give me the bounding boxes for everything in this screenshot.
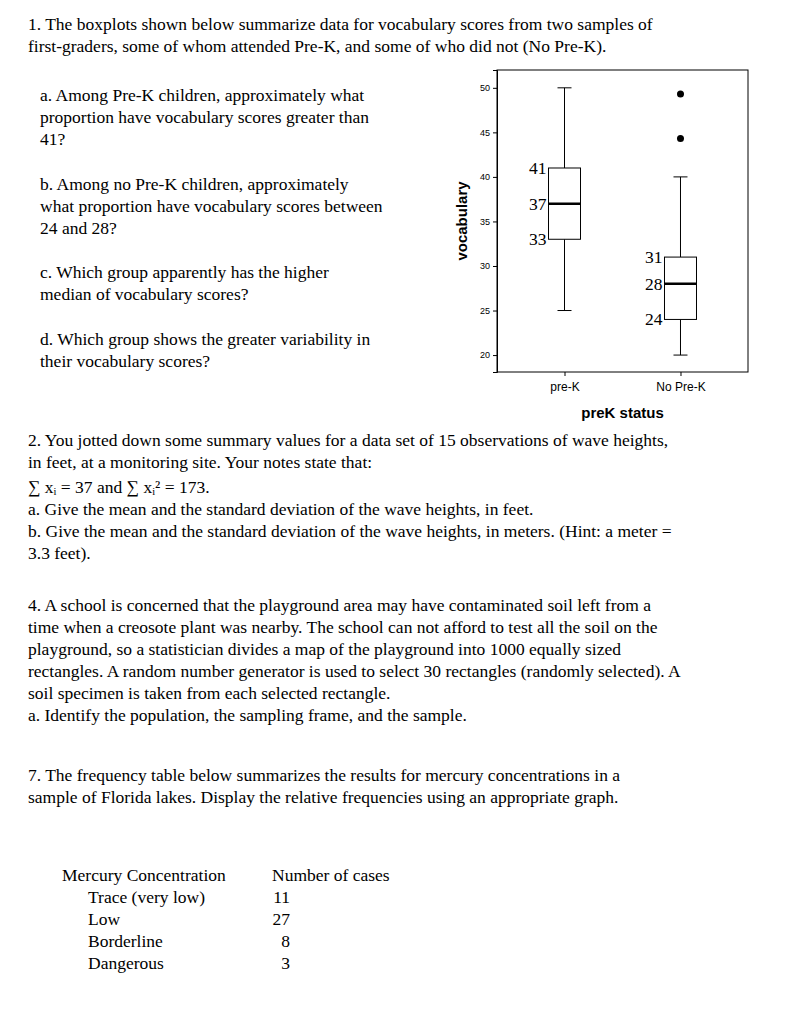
table-cell: Trace (very low) bbox=[88, 887, 205, 907]
y-tick-mark bbox=[493, 132, 497, 133]
table-header: Mercury Concentration bbox=[62, 865, 226, 885]
y-tick: 40 bbox=[480, 172, 497, 182]
text-line: sample of Florida lakes. Display the rel… bbox=[28, 787, 618, 807]
whisker-upper-cap bbox=[558, 87, 572, 88]
data-label: 33 bbox=[529, 229, 547, 249]
text-line: first-graders, some of whom attended Pre… bbox=[28, 36, 606, 56]
y-tick: 25 bbox=[480, 306, 497, 316]
text-line: 24 and 28? bbox=[40, 218, 117, 238]
data-label: 28 bbox=[645, 274, 663, 294]
box-group bbox=[549, 88, 581, 311]
text-line: c. Which group apparently has the higher bbox=[40, 262, 329, 282]
boxes bbox=[549, 88, 697, 355]
x-tick-label: pre-K bbox=[550, 380, 579, 394]
text-line: b. Give the mean and the standard deviat… bbox=[28, 521, 672, 541]
data-label: 24 bbox=[645, 309, 663, 329]
text-line: playground, so a statistician divides a … bbox=[28, 639, 621, 659]
whisker-lower bbox=[680, 319, 681, 355]
y-tick-mark bbox=[493, 177, 497, 178]
text-line: their vocabulary scores? bbox=[40, 351, 210, 371]
text-line: 3.3 feet). bbox=[28, 543, 91, 563]
table-cell: 8 bbox=[281, 931, 290, 951]
table-cell: Dangerous bbox=[88, 953, 164, 973]
document-text: 1. The boxplots shown below summarize da… bbox=[28, 14, 681, 807]
whisker-upper-cap bbox=[673, 176, 687, 177]
text-line: 7. The frequency table below summarizes … bbox=[28, 765, 620, 785]
y-tick-label: 20 bbox=[480, 350, 490, 360]
text-line: rectangles. A random number generator is… bbox=[28, 661, 681, 681]
text-line: in feet, at a monitoring site. Your note… bbox=[28, 452, 372, 472]
text-line: time when a creosote plant was nearby. T… bbox=[28, 617, 658, 637]
text-line: proportion have vocabulary scores greate… bbox=[40, 107, 369, 127]
text-line: a. Among Pre-K children, approximately w… bbox=[40, 85, 364, 105]
table-cell: Borderline bbox=[88, 931, 163, 951]
text-line: 41? bbox=[40, 129, 66, 149]
x-tick-label: No Pre-K bbox=[656, 380, 705, 394]
outlier bbox=[677, 135, 684, 142]
x-axis: pre-K No Pre-K bbox=[550, 372, 705, 394]
y-tick-label: 25 bbox=[480, 306, 490, 316]
whisker-lower-cap bbox=[558, 310, 572, 311]
x-tick: No Pre-K bbox=[656, 372, 705, 394]
text-line: what proportion have vocabulary scores b… bbox=[40, 196, 383, 216]
y-tick-mark bbox=[493, 355, 497, 356]
x-tick-mark bbox=[680, 372, 681, 376]
median bbox=[549, 202, 581, 205]
y-tick-mark bbox=[493, 88, 497, 89]
text-line: b. Among no Pre-K children, approximatel… bbox=[40, 174, 349, 194]
y-axis-title: vocabulary bbox=[453, 181, 470, 261]
y-axis: 20 25 30 35 40 45 50 bbox=[480, 71, 498, 373]
y-tick-label: 30 bbox=[480, 261, 490, 271]
data-labels: 41 37 33 31 28 24 bbox=[529, 158, 663, 329]
text-line: 2. You jotted down some summary values f… bbox=[28, 430, 668, 450]
y-tick-label: 45 bbox=[480, 128, 490, 138]
whisker-lower bbox=[564, 239, 565, 310]
table-cell: 3 bbox=[281, 953, 290, 973]
whisker-upper bbox=[680, 177, 681, 257]
y-tick: 50 bbox=[480, 83, 497, 93]
whisker-lower-cap bbox=[673, 355, 687, 356]
x-tick: pre-K bbox=[550, 372, 579, 394]
outlier bbox=[677, 91, 684, 98]
text-line: 1. The boxplots shown below summarize da… bbox=[28, 14, 653, 34]
y-axis-line bbox=[493, 71, 498, 373]
text-line: 4. A school is concerned that the playgr… bbox=[28, 595, 651, 615]
y-tick-mark bbox=[493, 266, 497, 267]
box bbox=[664, 257, 696, 319]
text-line: d. Which group shows the greater variabi… bbox=[40, 329, 370, 349]
whisker-upper bbox=[564, 88, 565, 168]
text-line: soil specimen is taken from each selecte… bbox=[28, 683, 390, 703]
data-label: 41 bbox=[529, 158, 547, 178]
table-cell: 27 bbox=[273, 909, 291, 929]
text-line: ∑ xᵢ = 37 and ∑ xᵢ² = 173. bbox=[28, 477, 210, 497]
y-tick: 30 bbox=[480, 261, 497, 271]
data-label: 31 bbox=[645, 247, 663, 267]
median bbox=[664, 283, 696, 286]
y-tick: 45 bbox=[480, 128, 497, 138]
text-line: median of vocabulary scores? bbox=[40, 284, 249, 304]
x-tick-mark bbox=[565, 372, 566, 376]
data-label: 37 bbox=[529, 194, 547, 214]
y-tick: 20 bbox=[480, 350, 497, 360]
table-header: Number of cases bbox=[272, 865, 390, 885]
y-tick-label: 50 bbox=[480, 83, 490, 93]
y-tick-mark bbox=[493, 221, 497, 222]
y-tick-label: 40 bbox=[480, 172, 490, 182]
table-cell: Low bbox=[88, 909, 120, 929]
text-line: a. Identify the population, the sampling… bbox=[28, 705, 467, 725]
box bbox=[549, 168, 581, 239]
frequency-table: Mercury Concentration Number of cases Trac… bbox=[62, 865, 390, 973]
text-line: a. Give the mean and the standard deviat… bbox=[28, 499, 533, 519]
x-axis-title: preK status bbox=[581, 404, 664, 421]
y-tick-label: 35 bbox=[480, 217, 490, 227]
y-tick-mark bbox=[493, 311, 497, 312]
chart: 20 25 30 35 40 45 50 pre-K No Pre-K preK status vo… bbox=[453, 70, 748, 421]
table-cell: 11 bbox=[273, 887, 290, 907]
page: 1. The boxplots shown below summarize da… bbox=[0, 0, 793, 1024]
box-group bbox=[664, 91, 696, 356]
plot-frame bbox=[497, 70, 748, 372]
y-tick: 35 bbox=[480, 217, 497, 227]
